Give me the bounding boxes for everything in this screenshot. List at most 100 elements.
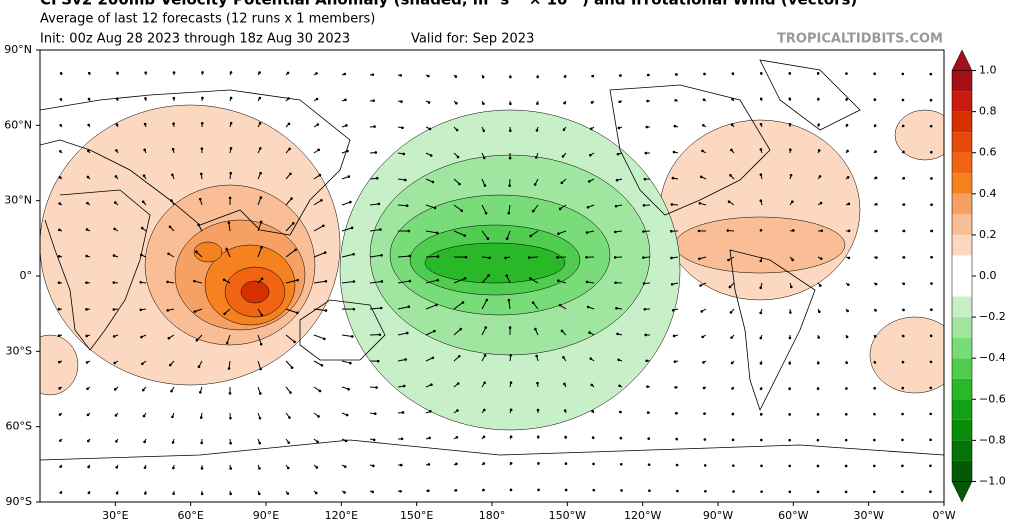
vector-head bbox=[460, 209, 463, 212]
vector-head bbox=[614, 281, 617, 284]
vector-head bbox=[456, 409, 459, 412]
wind-vector bbox=[342, 202, 350, 205]
vector-head bbox=[873, 491, 876, 494]
vector-head bbox=[619, 411, 622, 414]
vector-head bbox=[901, 73, 904, 76]
vector-head bbox=[701, 336, 704, 339]
vector-head bbox=[143, 441, 146, 444]
vector-head bbox=[510, 435, 513, 438]
lat-label: 90°S bbox=[6, 495, 32, 508]
vector-head bbox=[592, 489, 595, 492]
vector-head bbox=[377, 360, 380, 363]
lat-label: 60°S bbox=[6, 420, 32, 433]
init-time: Init: 00z Aug 28 2023 through 18z Aug 30… bbox=[40, 32, 350, 47]
lon-label: 150°E bbox=[400, 509, 433, 522]
vector-head bbox=[760, 123, 763, 126]
vector-head bbox=[287, 97, 290, 100]
vector-head bbox=[700, 310, 703, 313]
vector-head bbox=[902, 309, 905, 312]
vector-head bbox=[259, 122, 262, 125]
lon-label: 0°W bbox=[932, 509, 955, 522]
vector-head bbox=[788, 72, 791, 75]
vector-head bbox=[647, 411, 650, 414]
colorbar-segment bbox=[952, 194, 972, 215]
vector-head bbox=[504, 257, 507, 260]
vector-head bbox=[345, 440, 348, 443]
vector-head bbox=[166, 309, 169, 312]
vector-head bbox=[817, 387, 820, 390]
vector-head bbox=[116, 492, 119, 495]
vector-head bbox=[60, 72, 63, 75]
vector-head bbox=[379, 228, 382, 231]
vector-head bbox=[404, 358, 407, 361]
vector-head bbox=[561, 330, 564, 333]
vector-head bbox=[930, 203, 933, 206]
lon-label: 60°E bbox=[177, 509, 203, 522]
vector-head bbox=[431, 357, 434, 360]
vector-head bbox=[645, 359, 648, 362]
vector-head bbox=[644, 334, 647, 337]
vector-head bbox=[901, 387, 904, 390]
wind-vector bbox=[286, 361, 292, 368]
vector-head bbox=[760, 148, 763, 151]
vector-head bbox=[845, 72, 848, 75]
vector-head bbox=[901, 465, 904, 468]
vector-head bbox=[229, 493, 232, 496]
vector-head bbox=[647, 74, 650, 77]
vector-head bbox=[484, 354, 487, 357]
vector-head bbox=[902, 335, 905, 338]
vector-head bbox=[930, 308, 933, 311]
vector-head bbox=[290, 197, 293, 200]
vector-head bbox=[534, 183, 537, 186]
vector-head bbox=[112, 281, 115, 284]
vector-head bbox=[144, 97, 147, 100]
vector-head bbox=[87, 440, 90, 443]
vector-head bbox=[731, 98, 734, 101]
vector-head bbox=[760, 387, 763, 390]
vector-head bbox=[703, 412, 706, 415]
vector-head bbox=[901, 490, 904, 493]
vector-head bbox=[618, 100, 621, 103]
vector-head bbox=[903, 282, 906, 285]
vector-head bbox=[376, 177, 379, 180]
vector-head bbox=[260, 343, 263, 346]
vector-head bbox=[58, 361, 61, 364]
vector-head bbox=[647, 437, 650, 440]
colorbar-segment bbox=[952, 153, 972, 174]
vector-head bbox=[846, 336, 849, 339]
vector-head bbox=[557, 279, 560, 282]
vector-head bbox=[427, 489, 430, 492]
vector-head bbox=[590, 357, 593, 360]
vector-head bbox=[258, 467, 261, 470]
vector-head bbox=[930, 361, 933, 364]
vector-head bbox=[760, 413, 763, 416]
vector-head bbox=[760, 98, 763, 101]
lat-label: 30°N bbox=[4, 194, 32, 207]
vector-head bbox=[617, 153, 620, 156]
vector-head bbox=[404, 179, 407, 182]
vector-head bbox=[673, 151, 676, 154]
vector-head bbox=[789, 98, 792, 101]
vector-head bbox=[509, 157, 512, 160]
vector-head bbox=[845, 413, 848, 416]
vector-head bbox=[349, 201, 352, 204]
vector-head bbox=[432, 181, 435, 184]
colorbar-segment bbox=[952, 317, 972, 338]
vector-head bbox=[930, 73, 933, 76]
vector-head bbox=[457, 156, 460, 159]
vector-head bbox=[646, 385, 649, 388]
vector-head bbox=[465, 256, 468, 259]
vector-head bbox=[674, 125, 677, 128]
vector-head bbox=[930, 125, 933, 128]
vector-head bbox=[316, 98, 319, 101]
vector-head bbox=[591, 75, 594, 78]
vector-head bbox=[294, 248, 297, 251]
vector-head bbox=[901, 413, 904, 416]
vector-head bbox=[144, 71, 147, 74]
vector-head bbox=[172, 467, 175, 470]
vector-head bbox=[85, 335, 88, 338]
vector-head bbox=[642, 230, 645, 233]
vector-head bbox=[484, 326, 487, 329]
vector-head bbox=[703, 98, 706, 101]
